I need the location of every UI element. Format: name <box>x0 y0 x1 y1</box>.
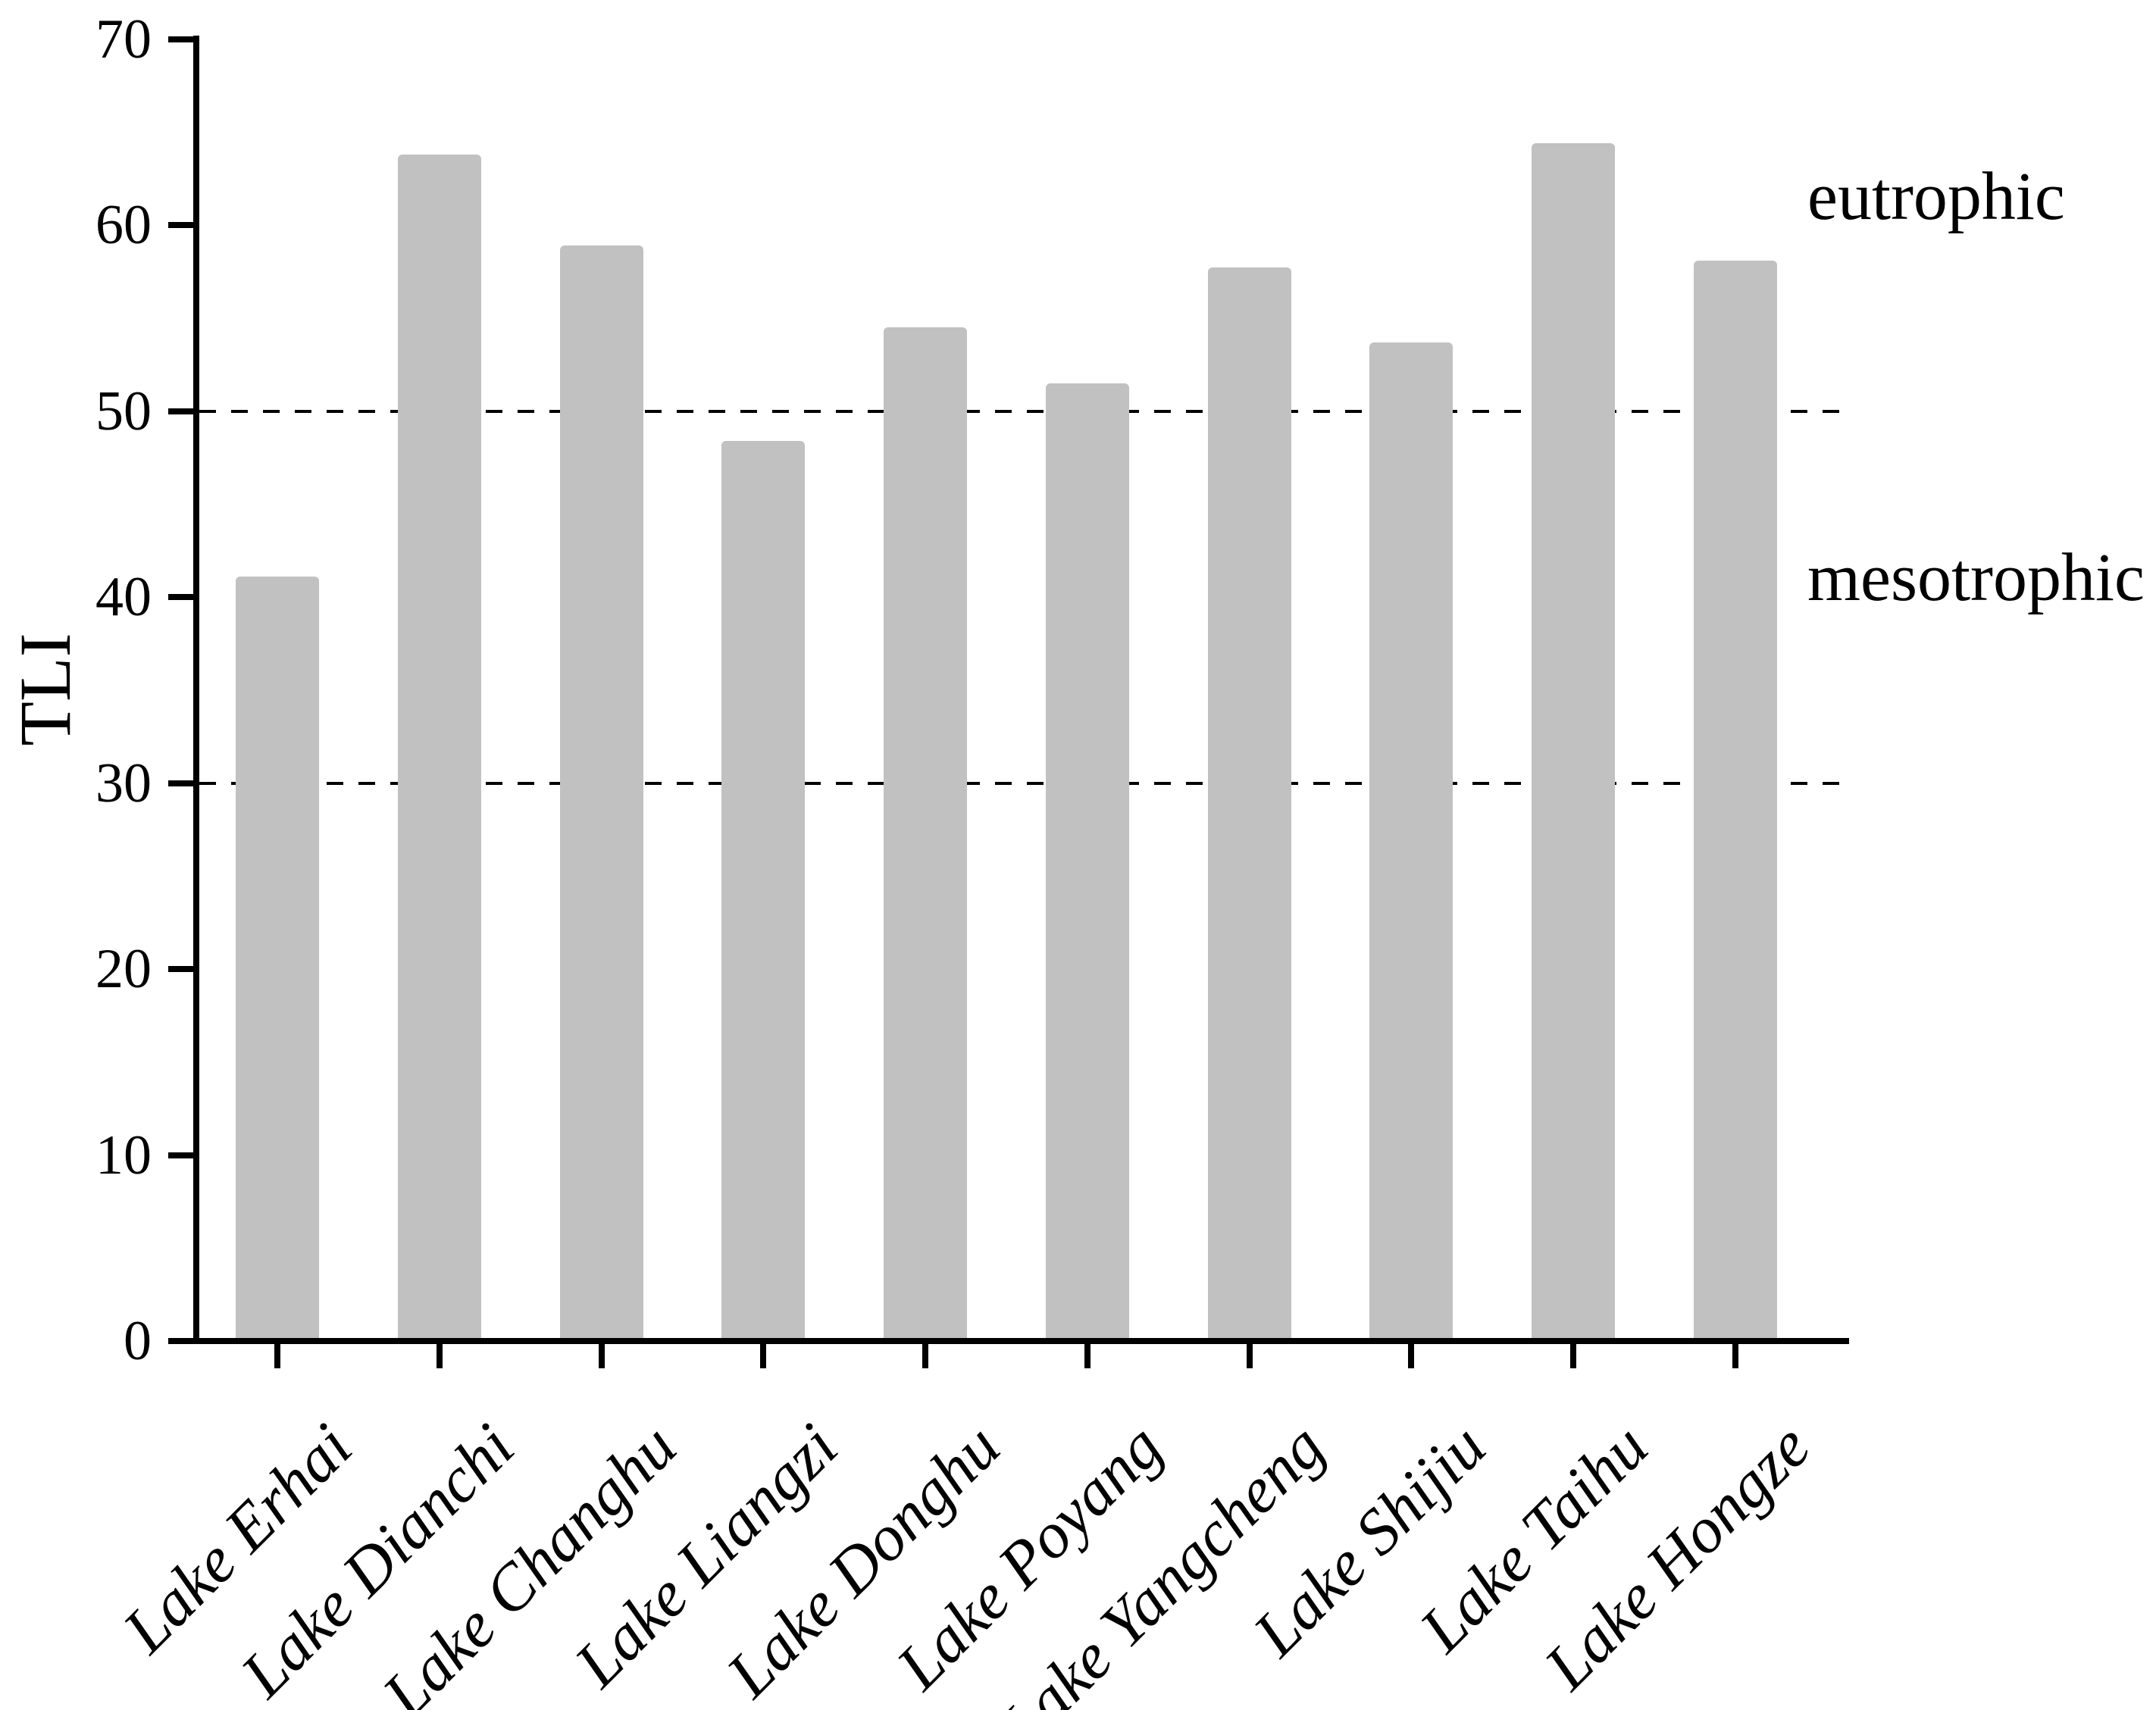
x-tick <box>1246 1344 1253 1368</box>
x-axis-baseline <box>168 1338 1849 1344</box>
y-tick <box>168 1338 196 1344</box>
y-tick <box>168 966 196 972</box>
y-tick <box>168 36 196 42</box>
bar-lake-donghu <box>884 327 968 1341</box>
y-tick <box>168 222 196 228</box>
y-tick-label: 10 <box>95 1124 152 1186</box>
x-tick <box>1732 1344 1738 1368</box>
y-tick-label: 40 <box>95 566 152 628</box>
x-tick <box>1408 1344 1415 1368</box>
y-tick <box>168 408 196 414</box>
y-tick <box>168 1152 196 1158</box>
y-tick-label: 50 <box>95 380 152 442</box>
x-tick <box>922 1344 929 1368</box>
annotation-eutrophic: eutrophic <box>1807 159 2065 235</box>
reference-line-50 <box>199 409 1848 413</box>
y-tick-label: 30 <box>95 752 152 814</box>
y-axis-title: TLI <box>5 633 86 746</box>
bar-lake-taihu <box>1532 142 1616 1341</box>
y-tick-label: 60 <box>95 194 152 256</box>
y-tick-label: 70 <box>95 8 152 70</box>
y-tick-label: 0 <box>124 1310 152 1372</box>
bar-lake-shijiu <box>1369 342 1454 1341</box>
x-tick <box>760 1344 767 1368</box>
annotation-mesotrophic: mesotrophic <box>1807 540 2145 616</box>
bar-lake-yangcheng <box>1207 267 1291 1341</box>
bar-lake-liangzi <box>721 440 806 1341</box>
bar-lake-erhai <box>236 576 319 1341</box>
y-tick <box>168 594 196 600</box>
bar-lake-dianchi <box>397 154 481 1341</box>
bar-lake-poyang <box>1045 383 1129 1341</box>
y-axis-spine <box>193 36 199 1344</box>
x-tick <box>274 1344 280 1368</box>
bar-lake-changhu <box>559 245 643 1341</box>
x-tick <box>1570 1344 1577 1368</box>
x-tick <box>1084 1344 1091 1368</box>
y-tick <box>168 780 196 786</box>
x-tick <box>598 1344 605 1368</box>
x-tick <box>436 1344 443 1368</box>
reference-line-30 <box>199 781 1848 785</box>
bar-lake-hongze <box>1694 260 1777 1341</box>
y-tick-label: 20 <box>95 938 152 1000</box>
